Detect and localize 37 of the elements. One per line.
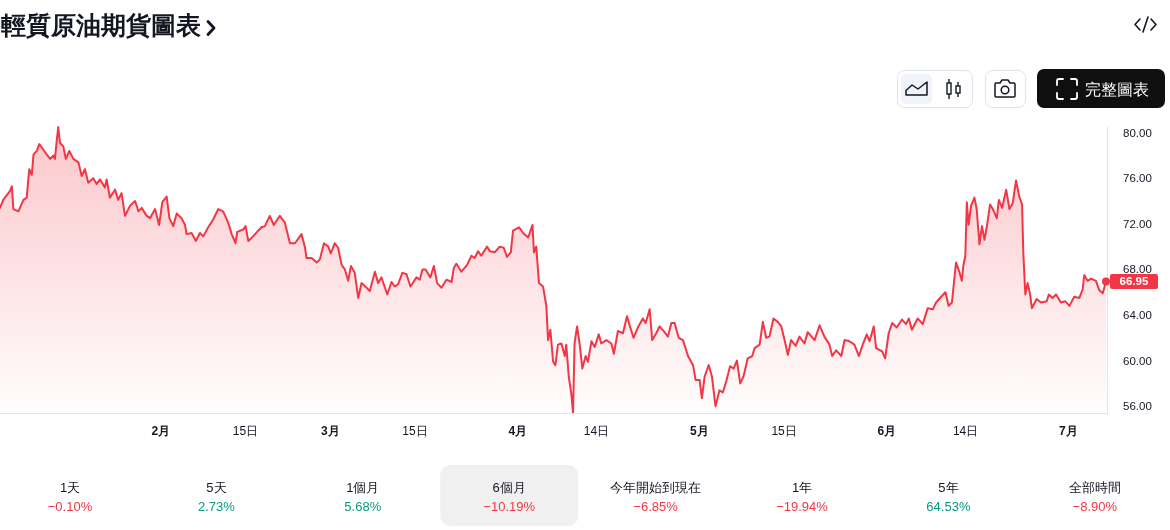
x-tick-label: 15日: [771, 424, 797, 438]
category-label: 1天: [59, 480, 81, 495]
y-tick-label: 56.00: [1123, 400, 1152, 413]
x-tick-label: 14日: [952, 424, 979, 438]
text: 完整圖表: [1085, 81, 1149, 98]
text: 64.53%: [926, 499, 971, 514]
x-tick-label: 2月: [151, 424, 171, 438]
y-tick-label: 64.00: [1123, 309, 1152, 322]
text: −0.10%: [47, 499, 93, 514]
y-tick-label: 68.00: [1123, 263, 1152, 276]
category-label: 6個月: [492, 480, 526, 495]
category-label: 今年開始到現在: [610, 480, 702, 495]
chart-title: 輕質原油期貨圖表: [1, 11, 201, 39]
text: −19.94%: [776, 499, 828, 514]
text: −10.19%: [483, 499, 536, 514]
x-tick-label: 15日: [402, 424, 428, 438]
text: −8.90%: [1072, 499, 1118, 514]
x-tick-label: 4月: [508, 424, 528, 438]
x-tick-label: 3月: [320, 424, 340, 438]
x-tick-label: 7月: [1059, 424, 1078, 438]
x-tick-label: 5月: [690, 424, 709, 438]
x-tick-label: 6月: [877, 424, 897, 438]
text: 5.68%: [344, 499, 382, 514]
category-label: 1年: [791, 480, 813, 495]
y-tick-label: 72.00: [1123, 217, 1152, 230]
y-tick-label: 76.00: [1123, 172, 1152, 185]
category-label: 5年: [938, 480, 959, 495]
category-label: 1個月: [346, 480, 380, 495]
y-tick-label: 60.00: [1123, 354, 1152, 367]
annotation: 66.95: [1119, 275, 1149, 288]
y-tick-label: 80.00: [1123, 126, 1152, 139]
category-label: 全部時間: [1068, 480, 1121, 495]
category-label: 5天: [206, 480, 227, 495]
x-tick-label: 14日: [583, 424, 610, 438]
text: 2.73%: [197, 499, 235, 514]
x-tick-label: 15日: [232, 424, 259, 438]
text: −6.85%: [633, 499, 678, 514]
